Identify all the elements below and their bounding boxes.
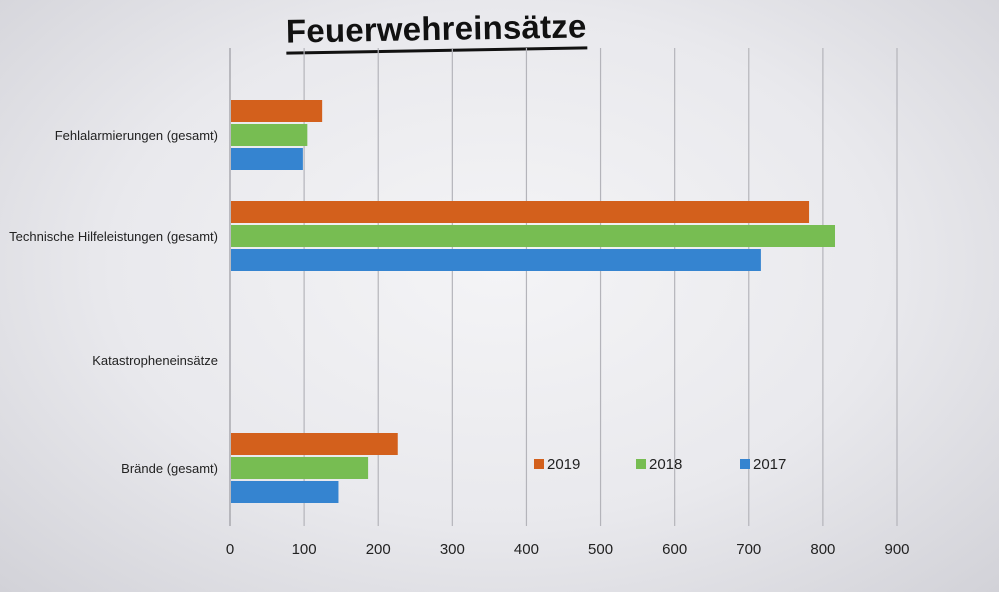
x-tick-label: 900 [884, 541, 909, 558]
x-tick-label: 300 [440, 541, 465, 558]
bar-2019 [231, 100, 323, 122]
legend-swatch [740, 459, 750, 469]
x-tick-label: 200 [366, 541, 391, 558]
bar-2018 [231, 124, 308, 146]
bar-2019 [231, 201, 810, 223]
x-tick-label: 400 [514, 541, 539, 558]
x-tick-label: 100 [292, 541, 317, 558]
bar-2017 [231, 481, 339, 503]
legend-label: 2017 [753, 456, 786, 473]
category-label: Fehlalarmierungen (gesamt) [55, 128, 218, 143]
bar-2017 [231, 249, 761, 271]
x-tick-label: 700 [736, 541, 761, 558]
bar-2017 [231, 148, 303, 170]
bar-2018 [231, 225, 836, 247]
x-tick-label: 0 [226, 541, 234, 558]
category-label: Brände (gesamt) [121, 461, 218, 476]
category-label: Technische Hilfeleistungen (gesamt) [9, 229, 218, 244]
legend-swatch [534, 459, 544, 469]
category-label: Katastropheneinsätze [92, 353, 218, 368]
legend-label: 2018 [649, 456, 682, 473]
legend-label: 2019 [547, 456, 580, 473]
bar-2018 [231, 457, 369, 479]
bar-2019 [231, 433, 398, 455]
x-tick-label: 600 [662, 541, 687, 558]
x-tick-label: 500 [588, 541, 613, 558]
x-tick-label: 800 [810, 541, 835, 558]
legend-swatch [636, 459, 646, 469]
